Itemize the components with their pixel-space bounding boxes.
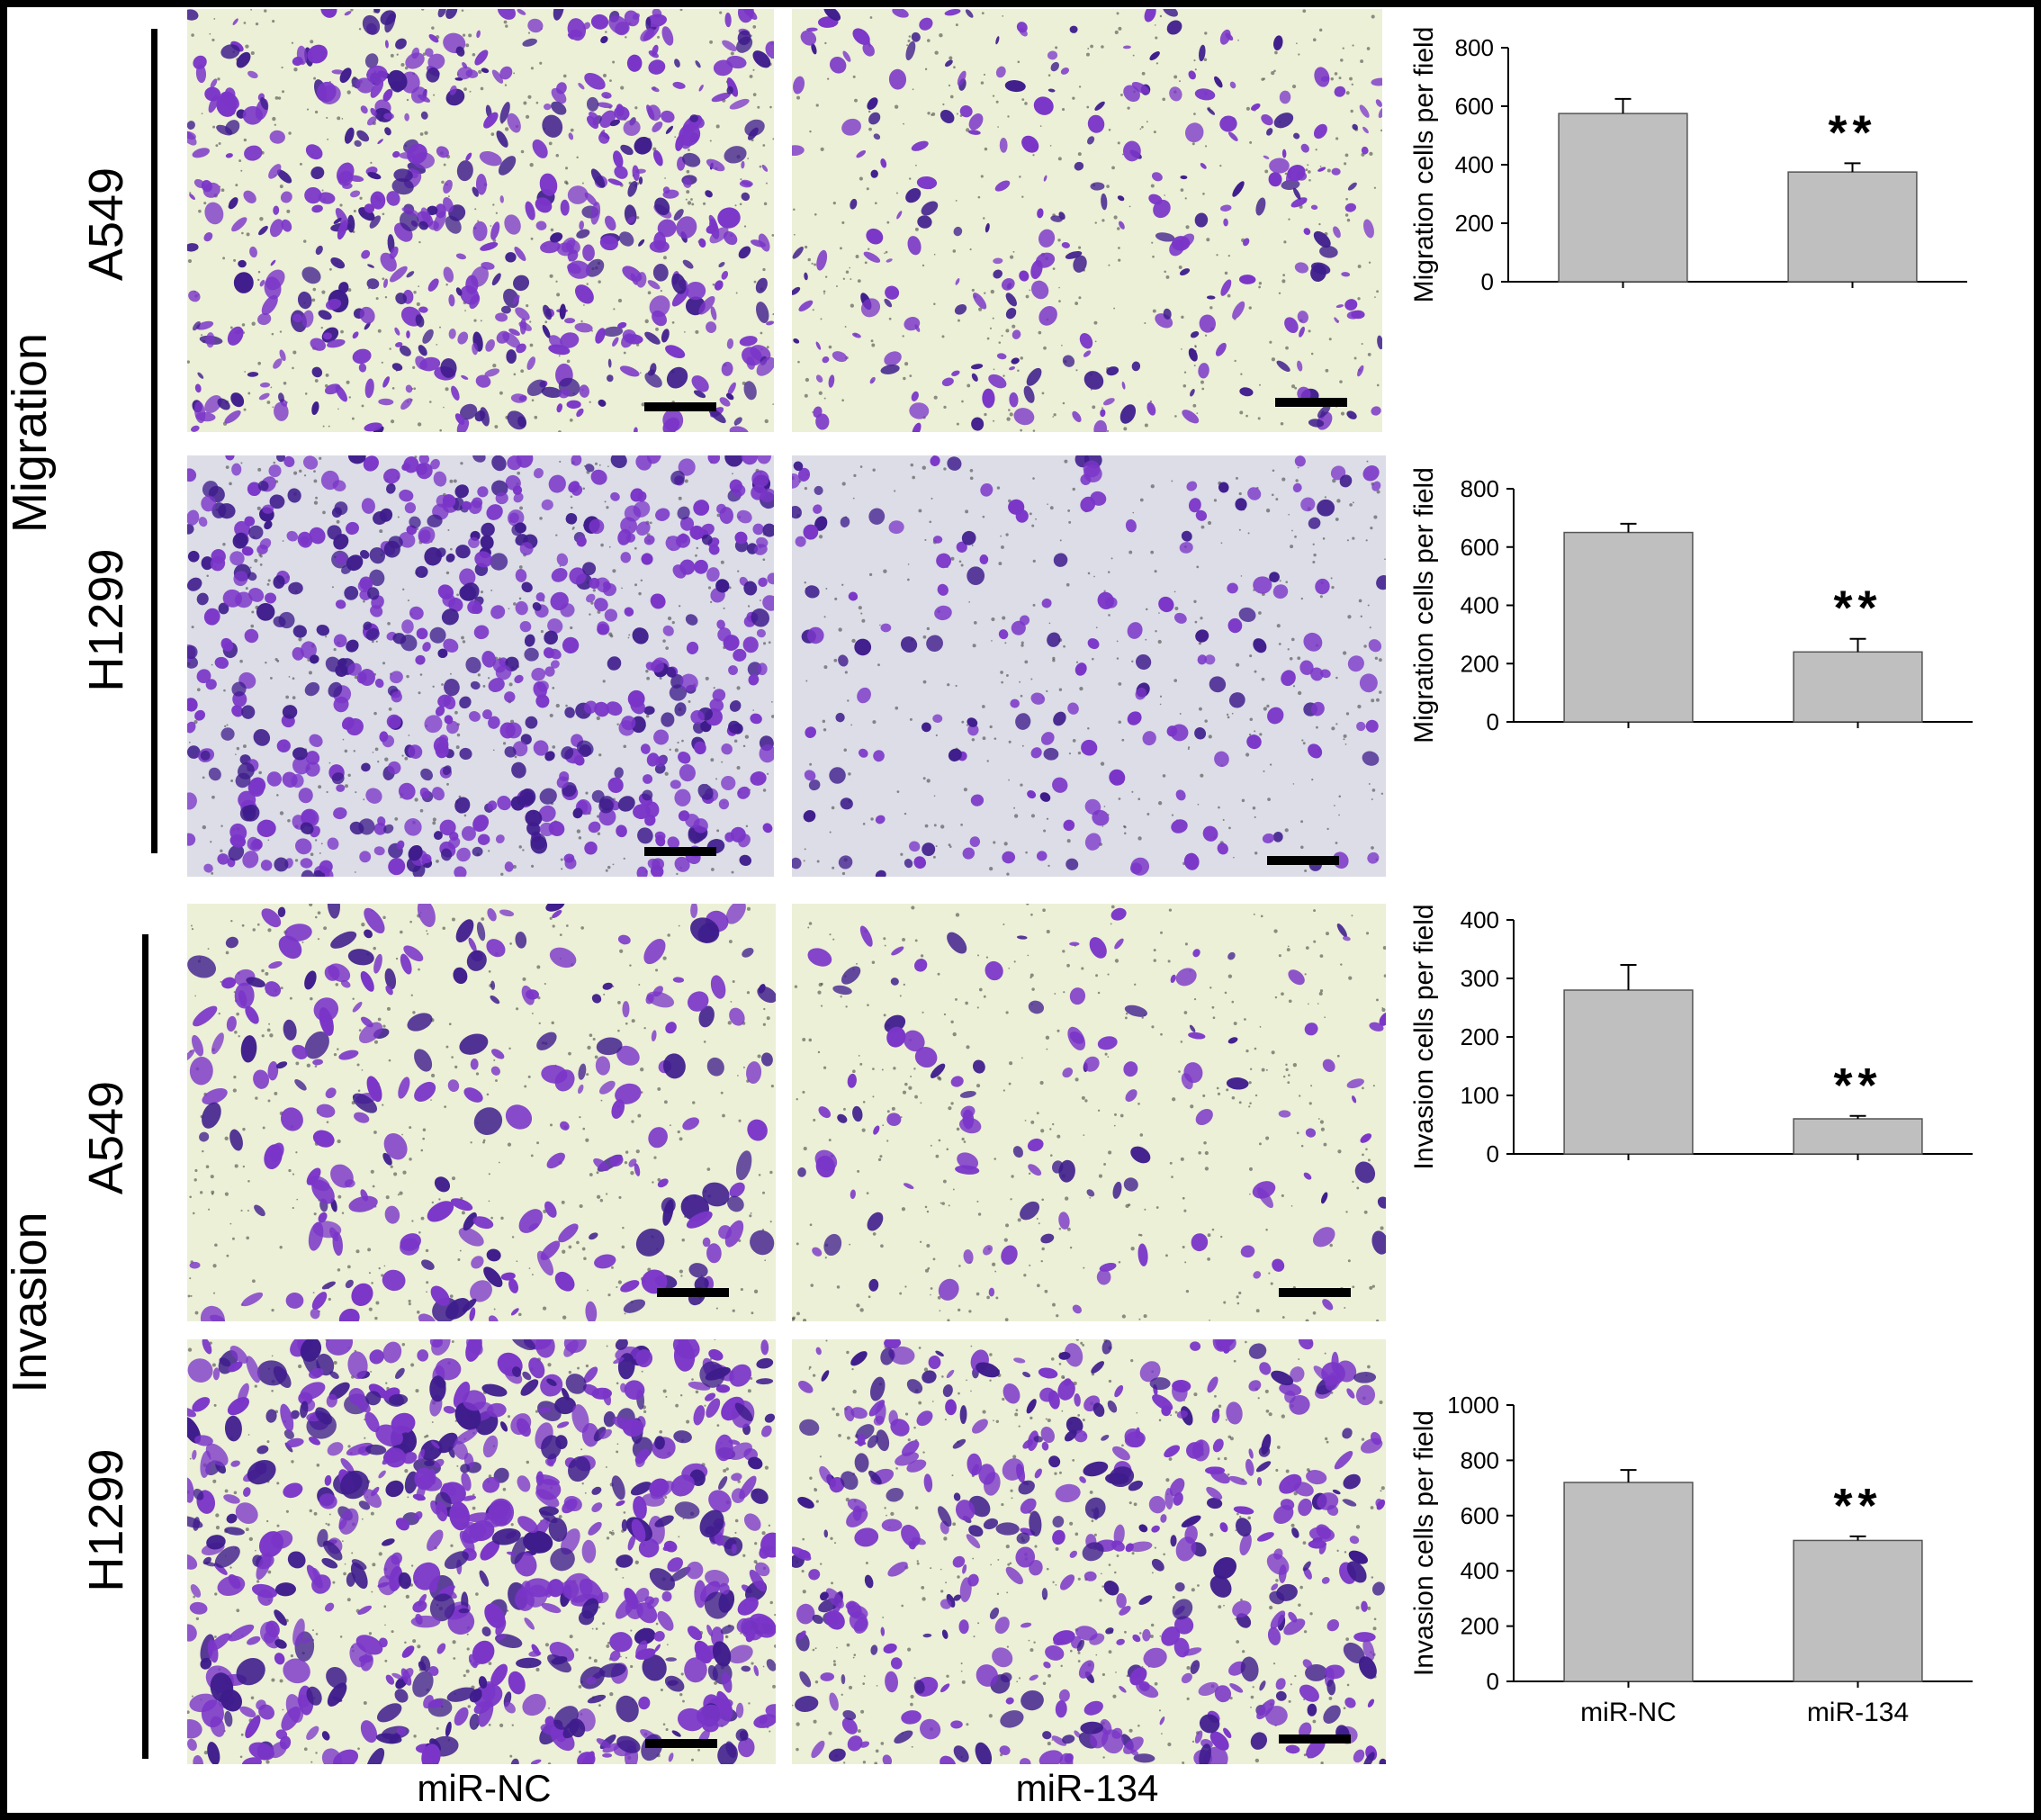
micrograph-invasion-a549-mir-nc: [187, 904, 776, 1321]
bar-mir-134: [1793, 1118, 1923, 1155]
micrograph-migration-h1299-mir-134: [792, 455, 1386, 877]
bar-chart-migration-h1299: 0 200 400 600 800 Migration cells per field **: [1400, 462, 2030, 889]
bar-mir-nc: [1563, 989, 1694, 1155]
y-tick-label: 0: [1481, 268, 1494, 295]
y-tick-label: 200: [1461, 650, 1499, 677]
y-tick-label: 0: [1487, 708, 1499, 735]
y-tick-label: 0: [1487, 1668, 1499, 1695]
bar-mir-134: [1793, 1539, 1923, 1682]
significance-marker: **: [1833, 581, 1882, 635]
bar-chart-svg: 0 100 200 300 400 Invasion cells per field **: [1409, 904, 1973, 1170]
y-tick-label: 300: [1461, 965, 1499, 992]
y-axis-label: Invasion cells per field: [1409, 1410, 1439, 1676]
y-tick-label: 200: [1455, 210, 1494, 237]
figure: Migration A549 H1299 Invasion A549 H1299…: [7, 7, 2034, 1813]
row-label-invasion-a549: A549: [79, 1080, 133, 1195]
row-label-migration-h1299: H1299: [79, 548, 133, 692]
y-axis-label: Invasion cells per field: [1409, 904, 1439, 1169]
significance-marker: **: [1833, 1479, 1882, 1533]
y-axis-label: Migration cells per field: [1409, 27, 1439, 303]
section-label-invasion: Invasion: [7, 1212, 57, 1393]
y-tick-label: 600: [1455, 93, 1494, 120]
significance-marker: **: [1828, 105, 1876, 159]
bar-mir-134: [1787, 171, 1918, 283]
row-label-migration-a549: A549: [79, 167, 133, 282]
y-tick-label: 400: [1461, 592, 1499, 619]
y-tick-label: 0: [1487, 1140, 1499, 1167]
micrograph-migration-h1299-mir-nc: [187, 455, 774, 877]
scale-bar: [644, 402, 716, 411]
bar-chart-invasion-h1299: 0 200 400 600 800 1000 Invasion cells per fiel…: [1400, 1348, 2030, 1807]
section-label-migration: Migration: [7, 332, 57, 534]
row-label-invasion-h1299: H1299: [79, 1448, 133, 1592]
micrograph-migration-a549-mir-134: [792, 9, 1382, 432]
invasion-bracket-line: [142, 934, 148, 1759]
significance-marker: **: [1833, 1059, 1882, 1113]
bar-chart-migration-a549: 0 200 400 600 800 Migration cells per field **: [1400, 7, 2030, 448]
column-label-mir-134: miR-134: [1015, 1767, 1159, 1809]
scale-bar: [1279, 1288, 1351, 1297]
bar-chart-svg: 0 200 400 600 800 Migration cells per field **: [1409, 27, 1967, 303]
x-tick-label: miR-134: [1807, 1698, 1909, 1727]
scale-bar: [657, 1288, 729, 1297]
bar-mir-nc: [1558, 113, 1688, 283]
x-tick-label: miR-NC: [1580, 1698, 1677, 1727]
scale-bar: [644, 847, 716, 856]
y-tick-label: 800: [1461, 1446, 1499, 1473]
y-tick-label: 400: [1455, 151, 1494, 178]
micrograph-invasion-a549-mir-134: [792, 904, 1386, 1321]
y-tick-label: 800: [1455, 34, 1494, 61]
y-tick-label: 200: [1461, 1023, 1499, 1050]
scale-bar: [1267, 856, 1339, 865]
y-tick-label: 800: [1461, 475, 1499, 502]
micrograph-invasion-h1299-mir-134: [792, 1339, 1386, 1764]
y-tick-label: 1000: [1447, 1392, 1499, 1419]
scale-bar: [645, 1739, 717, 1748]
scale-bar: [1279, 1734, 1351, 1743]
bar-mir-nc: [1563, 1482, 1694, 1682]
scale-bar: [1275, 398, 1347, 407]
bar-mir-134: [1793, 651, 1923, 723]
column-label-mir-nc: miR-NC: [417, 1767, 552, 1809]
y-axis-label: Migration cells per field: [1409, 467, 1439, 743]
y-tick-label: 600: [1461, 534, 1499, 561]
y-tick-label: 400: [1461, 906, 1499, 933]
bar-chart-invasion-a549: 0 100 200 300 400 Invasion cells per field **: [1400, 904, 2030, 1320]
y-tick-label: 400: [1461, 1557, 1499, 1584]
y-tick-label: 200: [1461, 1613, 1499, 1640]
y-tick-label: 100: [1461, 1082, 1499, 1109]
y-tick-label: 600: [1461, 1502, 1499, 1529]
micrograph-migration-a549-mir-nc: [187, 9, 774, 432]
migration-bracket-line: [151, 29, 157, 853]
bar-mir-nc: [1563, 531, 1694, 723]
bar-chart-svg: 0 200 400 600 800 1000 Invasion cells per fiel…: [1409, 1392, 1973, 1727]
bar-chart-svg: 0 200 400 600 800 Migration cells per field **: [1409, 467, 1973, 743]
micrograph-invasion-h1299-mir-nc: [187, 1339, 776, 1764]
